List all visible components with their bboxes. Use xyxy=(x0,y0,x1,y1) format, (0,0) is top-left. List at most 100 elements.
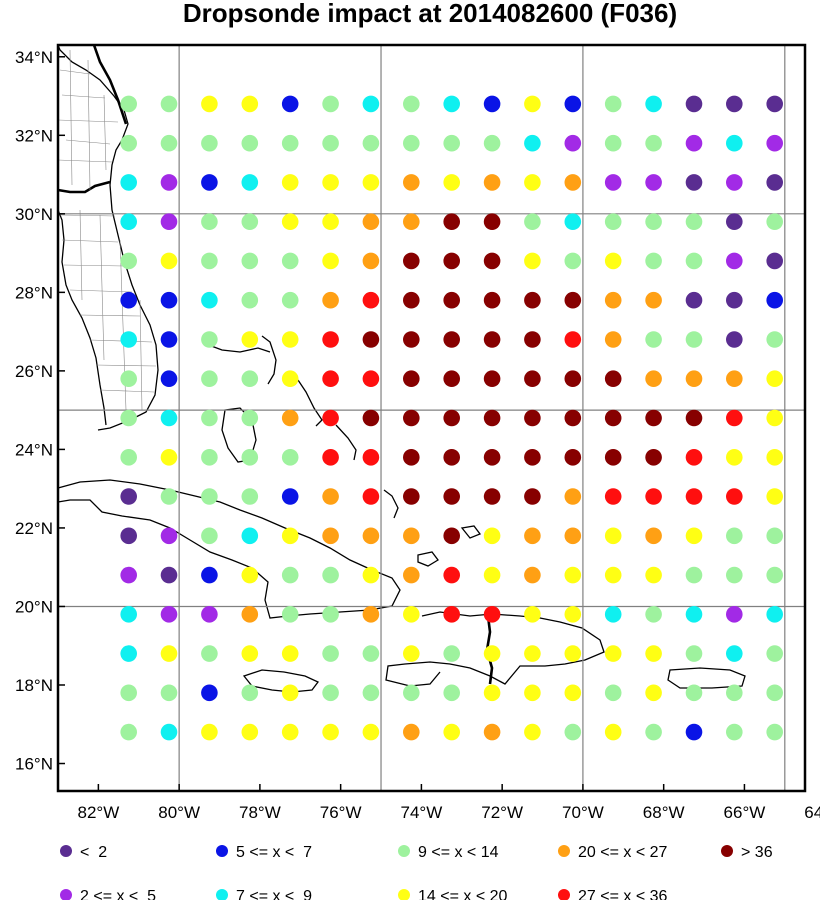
y-tick-label: 34°N xyxy=(15,48,53,67)
legend-swatch xyxy=(60,889,72,900)
impact-dot-c0 xyxy=(120,488,137,505)
impact-dot-c2 xyxy=(160,291,178,309)
impact-dot-c3 xyxy=(120,645,137,662)
impact-dot-c7 xyxy=(645,488,662,505)
impact-dot-c6 xyxy=(564,488,582,505)
impact-dot-c8 xyxy=(483,449,501,466)
impact-dot-c5 xyxy=(524,252,541,270)
georgia-florida-border xyxy=(57,180,111,194)
impact-dot-c6 xyxy=(483,723,501,741)
impact-dot-c5 xyxy=(604,645,622,662)
x-tick-label: 78°W xyxy=(239,803,281,822)
impact-dot-c8 xyxy=(443,370,461,388)
legend-swatch xyxy=(398,845,410,857)
bahamas-grand-bahama xyxy=(205,343,271,353)
y-tick-label: 24°N xyxy=(15,440,53,459)
impact-dot-c2 xyxy=(201,684,218,702)
impact-dot-c4 xyxy=(120,370,137,388)
impact-dot-c6 xyxy=(726,370,743,388)
bahamas-long-island xyxy=(335,424,357,461)
impact-dot-c6 xyxy=(645,527,662,545)
impact-dot-c5 xyxy=(281,527,299,545)
bahamas-eleuthera xyxy=(297,379,323,427)
impact-dot-c0 xyxy=(685,95,703,113)
impact-dot-c5 xyxy=(403,645,420,662)
impact-dot-c5 xyxy=(241,723,259,741)
legend-label: > 36 xyxy=(741,844,773,861)
impact-dot-c2 xyxy=(281,95,299,113)
impact-dot-c6 xyxy=(524,527,541,545)
y-tick-label: 28°N xyxy=(15,283,53,302)
impact-dot-c8 xyxy=(604,449,622,466)
impact-dot-c5 xyxy=(524,174,541,191)
x-tick-label: 80°W xyxy=(158,803,200,822)
impact-dot-c4 xyxy=(201,213,218,230)
impact-dot-c8 xyxy=(645,449,662,466)
impact-dot-c0 xyxy=(160,566,178,584)
impact-dot-c5 xyxy=(564,606,582,623)
florida-west-coast xyxy=(57,209,107,426)
impact-dot-c5 xyxy=(241,331,259,348)
impact-dot-c4 xyxy=(241,252,259,270)
impact-dot-c4 xyxy=(241,370,259,388)
impact-dot-c5 xyxy=(524,645,541,662)
impact-dot-c4 xyxy=(241,449,259,466)
impact-dot-c4 xyxy=(281,291,299,309)
impact-dot-c2 xyxy=(483,95,501,113)
impact-dot-c5 xyxy=(443,174,461,191)
impact-dot-c4 xyxy=(403,95,420,113)
impact-dot-c8 xyxy=(564,449,582,466)
county-lines-georgia xyxy=(57,49,119,191)
y-tick-label: 22°N xyxy=(15,519,53,538)
impact-dot-c2 xyxy=(766,291,783,309)
impact-dot-c4 xyxy=(241,409,259,427)
impact-dot-c1 xyxy=(120,566,137,584)
impact-dot-c7 xyxy=(322,409,339,427)
impact-dot-c4 xyxy=(443,134,461,152)
jamaica-coastline xyxy=(242,669,320,693)
impact-dot-c6 xyxy=(322,488,339,505)
impact-dot-c4 xyxy=(726,723,743,741)
impact-dot-c4 xyxy=(281,134,299,152)
impact-dot-c8 xyxy=(443,331,461,348)
impact-dot-c2 xyxy=(685,723,703,741)
impact-dot-c8 xyxy=(483,291,501,309)
impact-dot-c8 xyxy=(483,213,501,230)
map-panel xyxy=(56,43,807,793)
impact-dot-c1 xyxy=(726,606,743,623)
impact-dot-c5 xyxy=(281,684,299,702)
impact-dot-c1 xyxy=(645,174,662,191)
impact-dot-c5 xyxy=(604,527,622,545)
impact-dot-c5 xyxy=(241,95,259,113)
impact-dot-c5 xyxy=(604,723,622,741)
impact-dot-c4 xyxy=(160,95,178,113)
impact-dot-c6 xyxy=(403,566,420,584)
y-axis-ticks: 34°N 32°N 30°N 28°N 26°N 24°N 22°N 20°N 18°N 16°N xyxy=(15,48,65,774)
impact-dot-c7 xyxy=(564,331,582,348)
impact-dot-c3 xyxy=(241,174,259,191)
impact-dot-c3 xyxy=(564,213,582,230)
impact-dot-c8 xyxy=(524,291,541,309)
impact-dot-c8 xyxy=(443,252,461,270)
impact-dot-c1 xyxy=(564,134,582,152)
bahamas-abaco xyxy=(261,335,277,385)
impact-dot-c7 xyxy=(483,606,501,623)
impact-dot-c3 xyxy=(120,213,137,230)
impact-dot-c4 xyxy=(322,566,339,584)
impact-dot-c3 xyxy=(604,606,622,623)
impact-dot-c5 xyxy=(766,409,783,427)
impact-dot-c5 xyxy=(322,174,339,191)
impact-dot-c5 xyxy=(160,645,178,662)
impact-dot-c7 xyxy=(443,566,461,584)
impact-dot-c4 xyxy=(604,213,622,230)
impact-dot-c4 xyxy=(564,723,582,741)
legend-label: < 2 xyxy=(80,844,107,861)
impact-dot-c4 xyxy=(120,723,137,741)
impact-dot-c8 xyxy=(443,488,461,505)
impact-dot-c8 xyxy=(403,252,420,270)
impact-dot-c8 xyxy=(564,370,582,388)
impact-dot-c5 xyxy=(604,252,622,270)
impact-dot-c8 xyxy=(483,370,501,388)
legend-swatch xyxy=(60,845,72,857)
impact-dot-c3 xyxy=(120,331,137,348)
